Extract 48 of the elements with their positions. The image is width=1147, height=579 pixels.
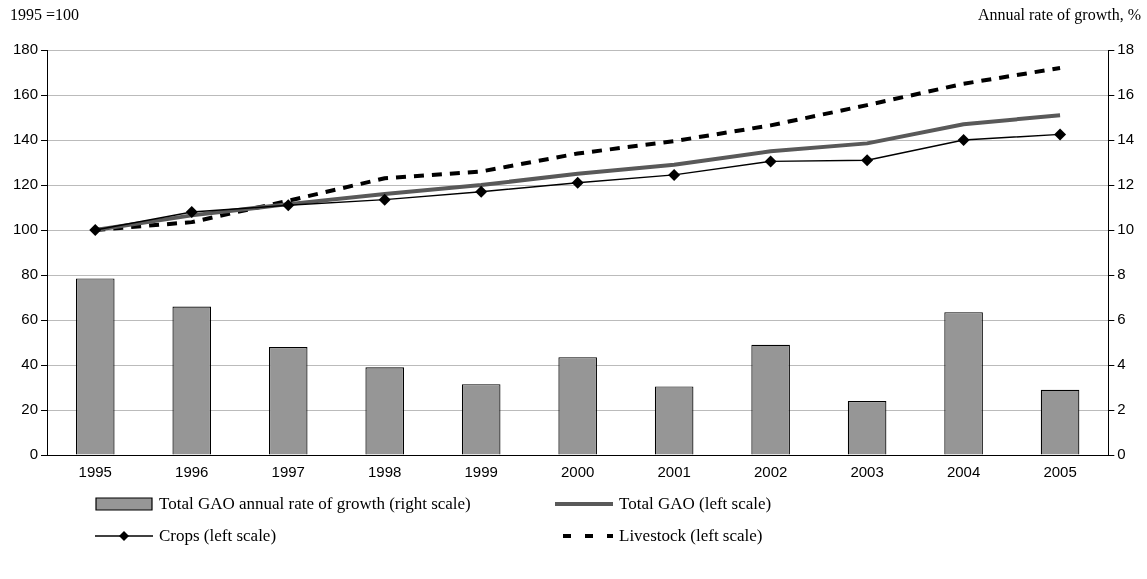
x-tick-label: 2000 — [560, 463, 595, 481]
x-tick-label: 1996 — [175, 463, 209, 481]
y2-tick-label: 12 — [1117, 175, 1134, 193]
point — [1054, 128, 1067, 141]
point — [764, 155, 777, 168]
y-tick-label: 180 — [13, 40, 39, 58]
legend-label: Crops (left scale) — [159, 526, 277, 546]
legend-label: Livestock (left scale) — [619, 526, 763, 546]
y-tick-label: 80 — [21, 265, 39, 283]
y2-tick-label: 4 — [1117, 355, 1126, 373]
x-tick-label: 2003 — [850, 463, 884, 481]
x-tick-label: 1998 — [368, 463, 402, 481]
point — [668, 168, 681, 181]
x-tick-label: 1999 — [464, 463, 498, 481]
point — [282, 199, 295, 212]
point — [89, 224, 102, 236]
point — [185, 206, 198, 218]
y-tick-label: 140 — [13, 130, 39, 148]
y-axis-title: 1995 =100 — [10, 6, 80, 23]
y-tick-label: 20 — [21, 400, 39, 418]
y2-tick-label: 14 — [1117, 130, 1134, 148]
y-tick-label: 100 — [13, 220, 39, 238]
x-tick-label: 2001 — [657, 463, 691, 481]
y-tick-label: 60 — [21, 310, 39, 328]
legend-label: Total GAO (left scale) — [619, 494, 772, 514]
y2-tick-label: 8 — [1117, 265, 1126, 283]
x-tick-label: 2005 — [1043, 463, 1077, 481]
x-tick-label: 2002 — [753, 463, 788, 481]
legend-label: Total GAO annual rate of growth (right scale) — [159, 494, 471, 514]
y2-tick-label: 18 — [1117, 40, 1134, 58]
x-tick-label: 1995 — [78, 463, 112, 481]
y2-tick-label: 2 — [1117, 400, 1126, 418]
point — [571, 176, 584, 189]
point — [861, 154, 874, 167]
y2-axis-title: Annual rate of growth, % — [977, 6, 1141, 24]
point — [378, 193, 391, 206]
x-tick-label: 2004 — [946, 463, 981, 481]
point — [957, 134, 970, 146]
y-tick-label: 0 — [29, 445, 39, 463]
y2-tick-label: 6 — [1117, 310, 1126, 328]
point — [475, 185, 488, 198]
y-tick-label: 160 — [13, 85, 39, 103]
y-tick-label: 120 — [13, 175, 39, 193]
y-tick-label: 40 — [21, 355, 39, 373]
y2-tick-label: 10 — [1117, 220, 1134, 238]
x-tick-label: 1997 — [271, 463, 305, 481]
y2-tick-label: 0 — [1117, 445, 1126, 463]
y2-tick-label: 16 — [1117, 85, 1134, 103]
